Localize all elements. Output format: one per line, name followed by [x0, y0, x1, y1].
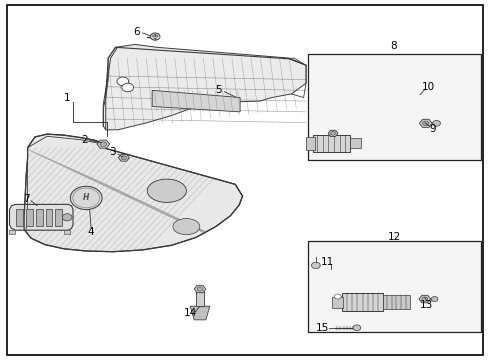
Polygon shape	[419, 295, 431, 303]
Circle shape	[117, 77, 129, 86]
Ellipse shape	[173, 219, 200, 235]
Ellipse shape	[71, 186, 102, 210]
Text: 11: 11	[320, 257, 334, 267]
Polygon shape	[24, 134, 243, 252]
Bar	[55, 209, 62, 226]
Circle shape	[122, 83, 134, 92]
Ellipse shape	[147, 179, 186, 202]
Polygon shape	[419, 119, 432, 127]
Text: 12: 12	[388, 232, 401, 242]
Circle shape	[312, 262, 320, 269]
Text: 2: 2	[81, 135, 88, 145]
Polygon shape	[152, 90, 240, 112]
Circle shape	[353, 325, 361, 330]
Text: 14: 14	[184, 309, 197, 318]
Polygon shape	[97, 140, 110, 148]
Text: 10: 10	[422, 82, 435, 92]
Text: H: H	[83, 193, 89, 202]
Text: 5: 5	[215, 85, 221, 95]
Circle shape	[422, 297, 428, 301]
Bar	[196, 291, 204, 306]
Bar	[383, 295, 410, 309]
Polygon shape	[103, 44, 306, 130]
Bar	[64, 230, 70, 234]
Circle shape	[150, 33, 160, 40]
Text: 4: 4	[88, 227, 95, 237]
Text: 9: 9	[430, 124, 437, 134]
Polygon shape	[9, 204, 73, 230]
Bar	[350, 138, 361, 148]
Text: 13: 13	[420, 300, 433, 310]
Bar	[308, 54, 481, 160]
Bar	[16, 209, 23, 226]
Circle shape	[100, 142, 106, 147]
Circle shape	[422, 121, 429, 126]
Bar	[26, 209, 33, 226]
Polygon shape	[194, 285, 206, 293]
Polygon shape	[119, 154, 129, 161]
Bar	[46, 209, 52, 226]
Circle shape	[62, 214, 72, 221]
Bar	[332, 297, 343, 308]
Circle shape	[433, 121, 441, 126]
Bar	[306, 136, 315, 150]
Text: 6: 6	[133, 27, 140, 36]
Bar	[9, 230, 15, 234]
Polygon shape	[328, 130, 338, 136]
Circle shape	[153, 35, 158, 39]
Bar	[314, 135, 350, 152]
Bar	[308, 241, 481, 332]
Polygon shape	[190, 306, 210, 320]
Bar	[36, 209, 43, 226]
Circle shape	[197, 287, 203, 291]
Text: 8: 8	[391, 41, 397, 51]
Polygon shape	[24, 134, 243, 252]
Circle shape	[334, 294, 341, 299]
Circle shape	[121, 156, 126, 160]
Bar	[342, 293, 383, 311]
Circle shape	[431, 297, 438, 302]
Circle shape	[331, 132, 335, 135]
Text: 7: 7	[23, 194, 29, 204]
Text: 1: 1	[63, 93, 70, 103]
Text: 15: 15	[316, 323, 329, 333]
Text: 3: 3	[109, 147, 116, 157]
